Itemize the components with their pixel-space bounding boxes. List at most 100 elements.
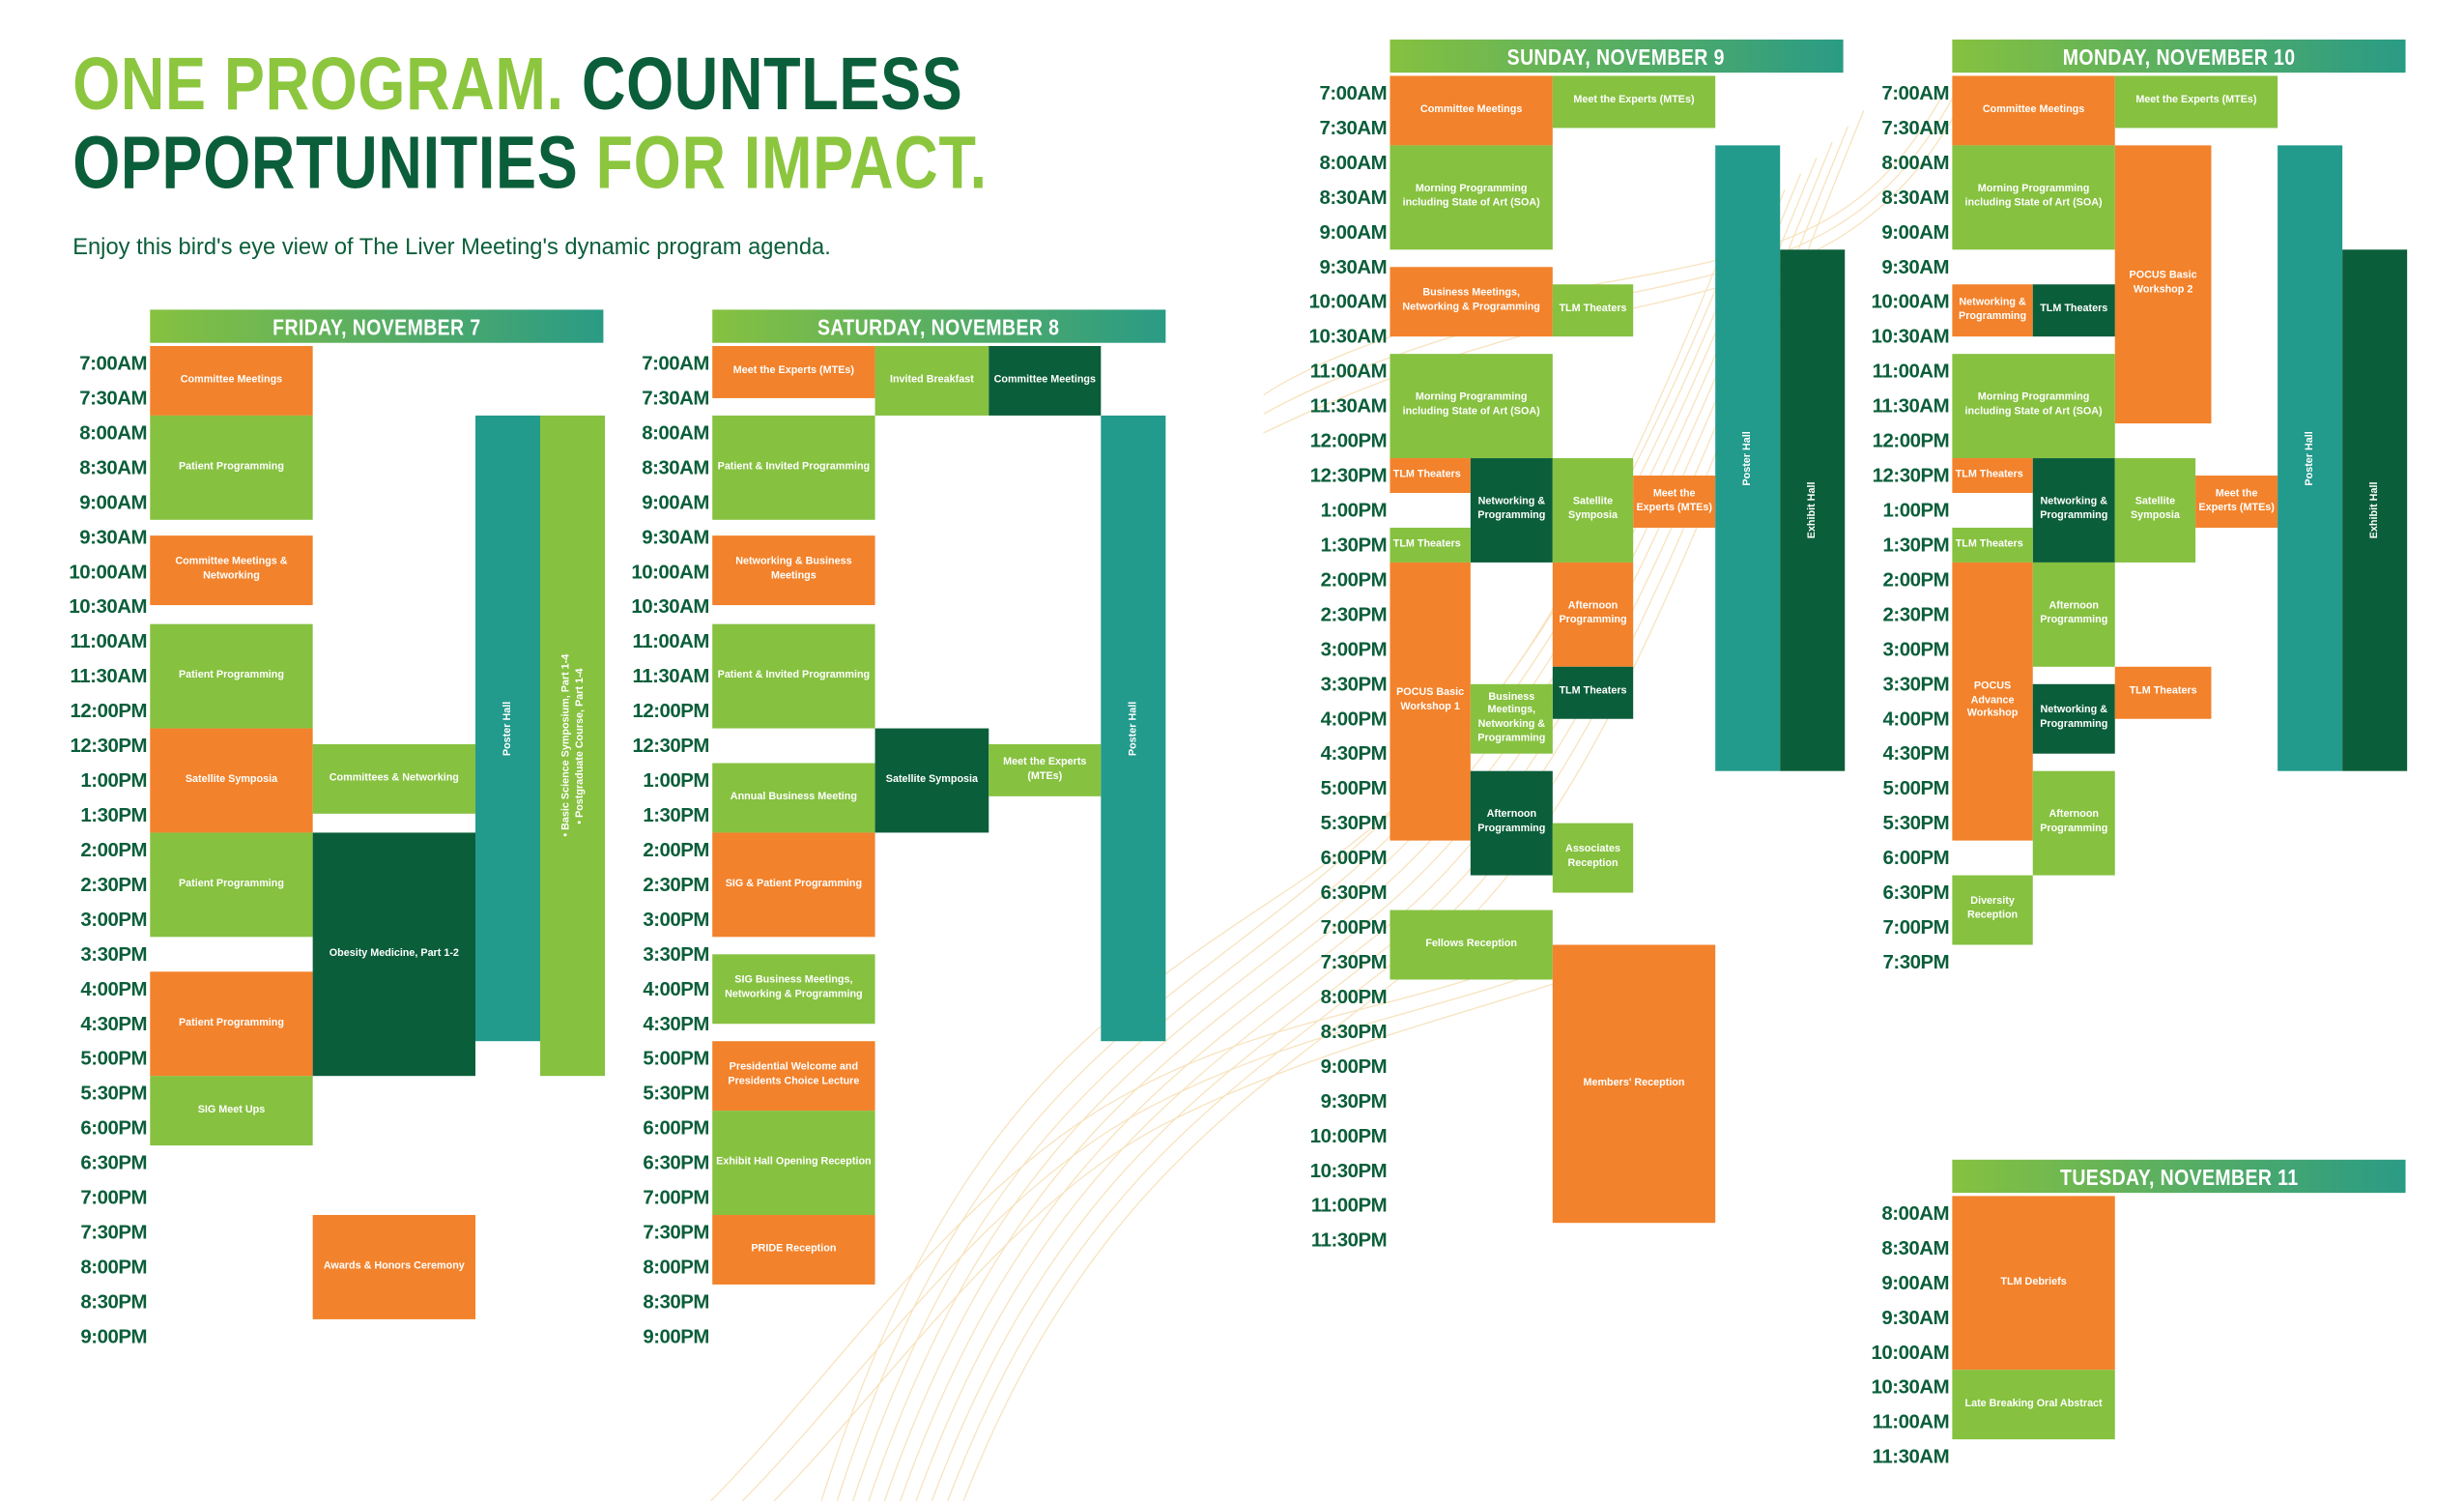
time-label: 8:00AM [79, 421, 148, 445]
event-block: POCUS Advance Workshop [1952, 562, 2033, 841]
time-label: 7:00PM [1320, 916, 1388, 939]
time-label: 7:30PM [80, 1221, 148, 1244]
time-label: 9:30AM [642, 526, 709, 549]
time-label: 9:30AM [1881, 1306, 1950, 1329]
time-label: 7:00AM [1881, 81, 1950, 104]
time-label: 12:00PM [1872, 429, 1950, 452]
time-label: 5:00PM [1320, 777, 1388, 800]
time-label: 8:00AM [1881, 151, 1950, 174]
event-block: Committee Meetings [150, 345, 313, 416]
time-label: 10:30AM [69, 595, 148, 619]
time-label: 6:00PM [1320, 847, 1388, 870]
event-block: Meet the Experts (MTEs) [988, 743, 1102, 796]
time-label: 7:30AM [79, 387, 148, 410]
event-block: Satellite Symposia [2114, 458, 2196, 563]
time-label: 11:00AM [1872, 1410, 1950, 1433]
headline-part-4: FOR IMPACT. [595, 120, 988, 204]
event-block: Meet the Experts (MTEs) [712, 345, 875, 398]
headline-part-1: ONE PROGRAM. [72, 41, 564, 126]
event-block: Morning Programming including State of A… [1390, 354, 1553, 459]
time-label: 10:30AM [1871, 325, 1950, 348]
time-label: 5:30PM [1882, 812, 1950, 835]
headline-part-3: OPPORTUNITIES [72, 120, 579, 204]
poster-hall-block: Poster Hall [1715, 145, 1781, 771]
event-block: Committee Meetings & Networking [150, 535, 313, 606]
time-label: 12:30PM [1309, 464, 1388, 487]
time-label: 9:30PM [1320, 1089, 1388, 1113]
time-label: 8:00AM [642, 421, 709, 445]
event-block: TLM Theaters [1552, 284, 1634, 337]
time-label: 7:30PM [1320, 951, 1388, 973]
time-label: 2:30PM [1882, 603, 1950, 626]
time-label: 8:30AM [1881, 1236, 1950, 1259]
event-block: TLM Theaters [1952, 527, 2033, 563]
event-block: Satellite Symposia [1552, 458, 1634, 563]
time-label: 3:00PM [80, 908, 148, 931]
event-block: Exhibit Hall Opening Reception [712, 1111, 875, 1216]
time-label: 6:00PM [643, 1116, 709, 1140]
time-label: 7:00AM [642, 352, 709, 375]
event-block: Meet the Experts (MTEs) [2114, 75, 2278, 129]
headline: ONE PROGRAM. COUNTLESS OPPORTUNITIES FOR… [72, 41, 988, 204]
event-block: Afternoon Programming [2032, 562, 2115, 667]
time-label: 5:00PM [1882, 777, 1950, 800]
time-label: 6:30PM [1882, 882, 1950, 904]
event-block: TLM Debriefs [1952, 1196, 2115, 1371]
time-label: 2:00PM [1882, 568, 1950, 592]
event-block: TLM Theaters [2032, 284, 2115, 337]
time-label: 9:00PM [1320, 1055, 1388, 1078]
time-label: 6:00PM [80, 1116, 148, 1140]
time-label: 1:00PM [1882, 499, 1950, 522]
event-block: Patient Programming [150, 832, 313, 938]
event-block: Business Meetings, Networking & Programm… [1470, 683, 1553, 754]
time-label: 11:00AM [1309, 360, 1388, 383]
event-block: Satellite Symposia [874, 728, 989, 833]
time-label: 6:00PM [1882, 847, 1950, 870]
time-label: 11:30PM [1310, 1228, 1388, 1252]
event-block: Committee Meetings [1952, 75, 2115, 146]
event-block: Morning Programming including State of A… [1952, 354, 2115, 459]
event-block: Committee Meetings [988, 345, 1102, 416]
time-label: 5:00PM [80, 1047, 148, 1070]
event-block: Obesity Medicine, Part 1-2 [312, 832, 476, 1077]
time-label: 6:30PM [643, 1151, 709, 1174]
time-label: 9:00PM [643, 1325, 709, 1348]
event-block: Diversity Reception [1952, 875, 2033, 945]
time-label: 2:00PM [1320, 568, 1388, 592]
time-label: 4:30PM [643, 1012, 709, 1035]
time-label: 3:30PM [1882, 673, 1950, 696]
event-block: Networking & Programming [2032, 683, 2115, 754]
time-label: 10:00AM [1871, 1341, 1950, 1364]
time-label: 7:00AM [79, 352, 148, 375]
exhibit-hall-block: Exhibit Hall [2342, 249, 2408, 771]
time-label: 1:30PM [80, 804, 148, 826]
time-label: 8:30AM [79, 456, 148, 479]
time-label: 1:00PM [1320, 499, 1388, 522]
event-block: Meet the Experts (MTEs) [1633, 476, 1716, 528]
time-label: 11:00AM [1872, 360, 1950, 383]
time-label: 5:30PM [80, 1082, 148, 1105]
time-label: 8:00PM [643, 1256, 709, 1279]
time-label: 9:30AM [79, 526, 148, 549]
time-label: 9:00AM [642, 491, 709, 514]
time-label: 8:30PM [1320, 1020, 1388, 1043]
event-block: Afternoon Programming [1470, 770, 1553, 876]
time-label: 11:30AM [1872, 1445, 1950, 1468]
event-block: Awards & Honors Ceremony [312, 1215, 476, 1319]
time-label: 9:30AM [1319, 255, 1388, 278]
time-label: 7:00PM [1882, 916, 1950, 939]
time-label: 2:00PM [80, 838, 148, 861]
time-label: 11:30AM [1872, 394, 1950, 418]
event-block: TLM Theaters [2114, 666, 2212, 719]
event-block: Patient Programming [150, 971, 313, 1077]
time-label: 8:30PM [643, 1290, 709, 1314]
time-label: 3:30PM [1320, 673, 1388, 696]
time-label: 10:30AM [1871, 1375, 1950, 1399]
day-header: SATURDAY, NOVEMBER 8 [712, 309, 1166, 343]
time-label: 12:00PM [1309, 429, 1388, 452]
day-header: FRIDAY, NOVEMBER 7 [150, 309, 604, 343]
time-label: 7:00AM [1319, 81, 1388, 104]
time-label: 1:30PM [643, 804, 709, 826]
event-block: Networking & Programming [1470, 458, 1553, 563]
event-block: Networking & Business Meetings [712, 535, 875, 606]
